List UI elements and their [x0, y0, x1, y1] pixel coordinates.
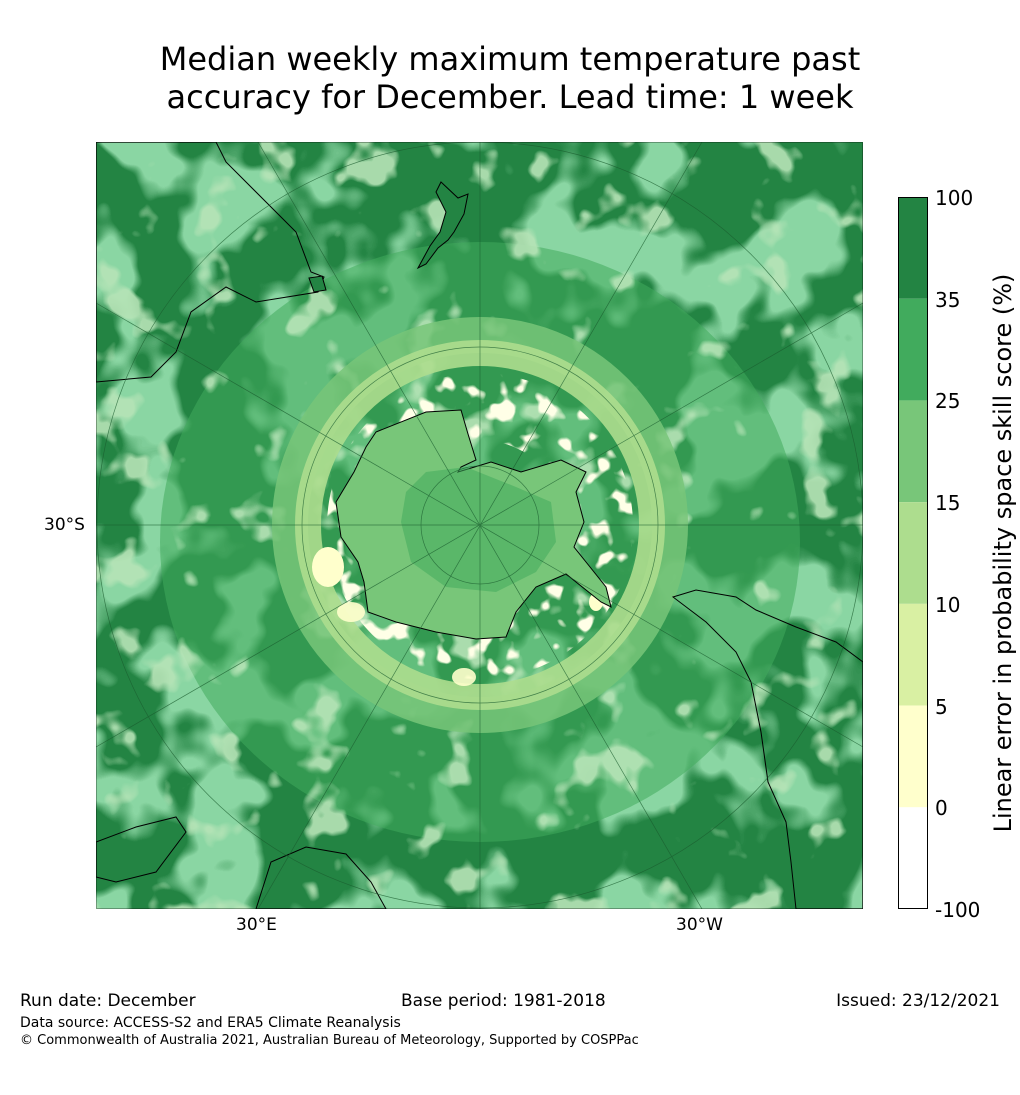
new-zealand-outline [416, 181, 469, 270]
title-line-2: accuracy for December. Lead time: 1 week [166, 78, 854, 116]
colorbar-tick-100: 100 [935, 186, 974, 210]
chart-title: Median weekly maximum temperature past a… [0, 40, 1020, 116]
low-skill-spot-1 [312, 547, 344, 587]
run-date: Run date: December [20, 991, 196, 1011]
antarctic-interior [401, 467, 556, 592]
colorbar-frame [898, 197, 928, 909]
lon-label-30e: 30°E [236, 915, 277, 935]
tasmania-outline [308, 275, 327, 293]
colorbar-bin-35-100 [898, 197, 928, 299]
map-frame [96, 142, 863, 909]
colorbar-tick-10: 10 [935, 593, 961, 617]
colorbar-bin-5-10 [898, 603, 928, 706]
graticule [96, 142, 863, 909]
south-america-outline [671, 589, 863, 909]
colorbar [898, 197, 928, 909]
low-skill-spot-2 [337, 602, 365, 622]
colorbar-tick-minus-100: -100 [935, 898, 981, 922]
title-line-1: Median weekly maximum temperature past [159, 40, 861, 78]
colorbar-bin-15-25 [898, 400, 928, 503]
colorbar-tick-5: 5 [935, 695, 948, 719]
africa-outline [96, 816, 387, 909]
colorbar-bin-10-15 [898, 502, 928, 604]
issued-date: Issued: 23/12/2021 [836, 991, 1000, 1011]
lon-label-30w: 30°W [676, 915, 723, 935]
copyright: © Commonwealth of Australia 2021, Austra… [20, 1033, 639, 1048]
colorbar-title: Linear error in probability space skill … [989, 273, 1017, 833]
colorbar-tick-35: 35 [935, 288, 961, 312]
base-period: Base period: 1981-2018 [401, 991, 606, 1011]
skill-score-map [96, 142, 863, 909]
colorbar-tick-0: 0 [935, 796, 948, 820]
colorbar-bin-minus100-0 [898, 807, 928, 909]
colorbar-tick-15: 15 [935, 491, 961, 515]
low-skill-spot-3 [452, 668, 476, 686]
colorbar-tick-25: 25 [935, 389, 961, 413]
data-source: Data source: ACCESS-S2 and ERA5 Climate … [20, 1015, 401, 1031]
australia-outline [96, 142, 325, 383]
colorbar-bin-25-35 [898, 298, 928, 401]
colorbar-bin-0-5 [898, 705, 928, 808]
lat-label-30s: 30°S [44, 515, 85, 535]
